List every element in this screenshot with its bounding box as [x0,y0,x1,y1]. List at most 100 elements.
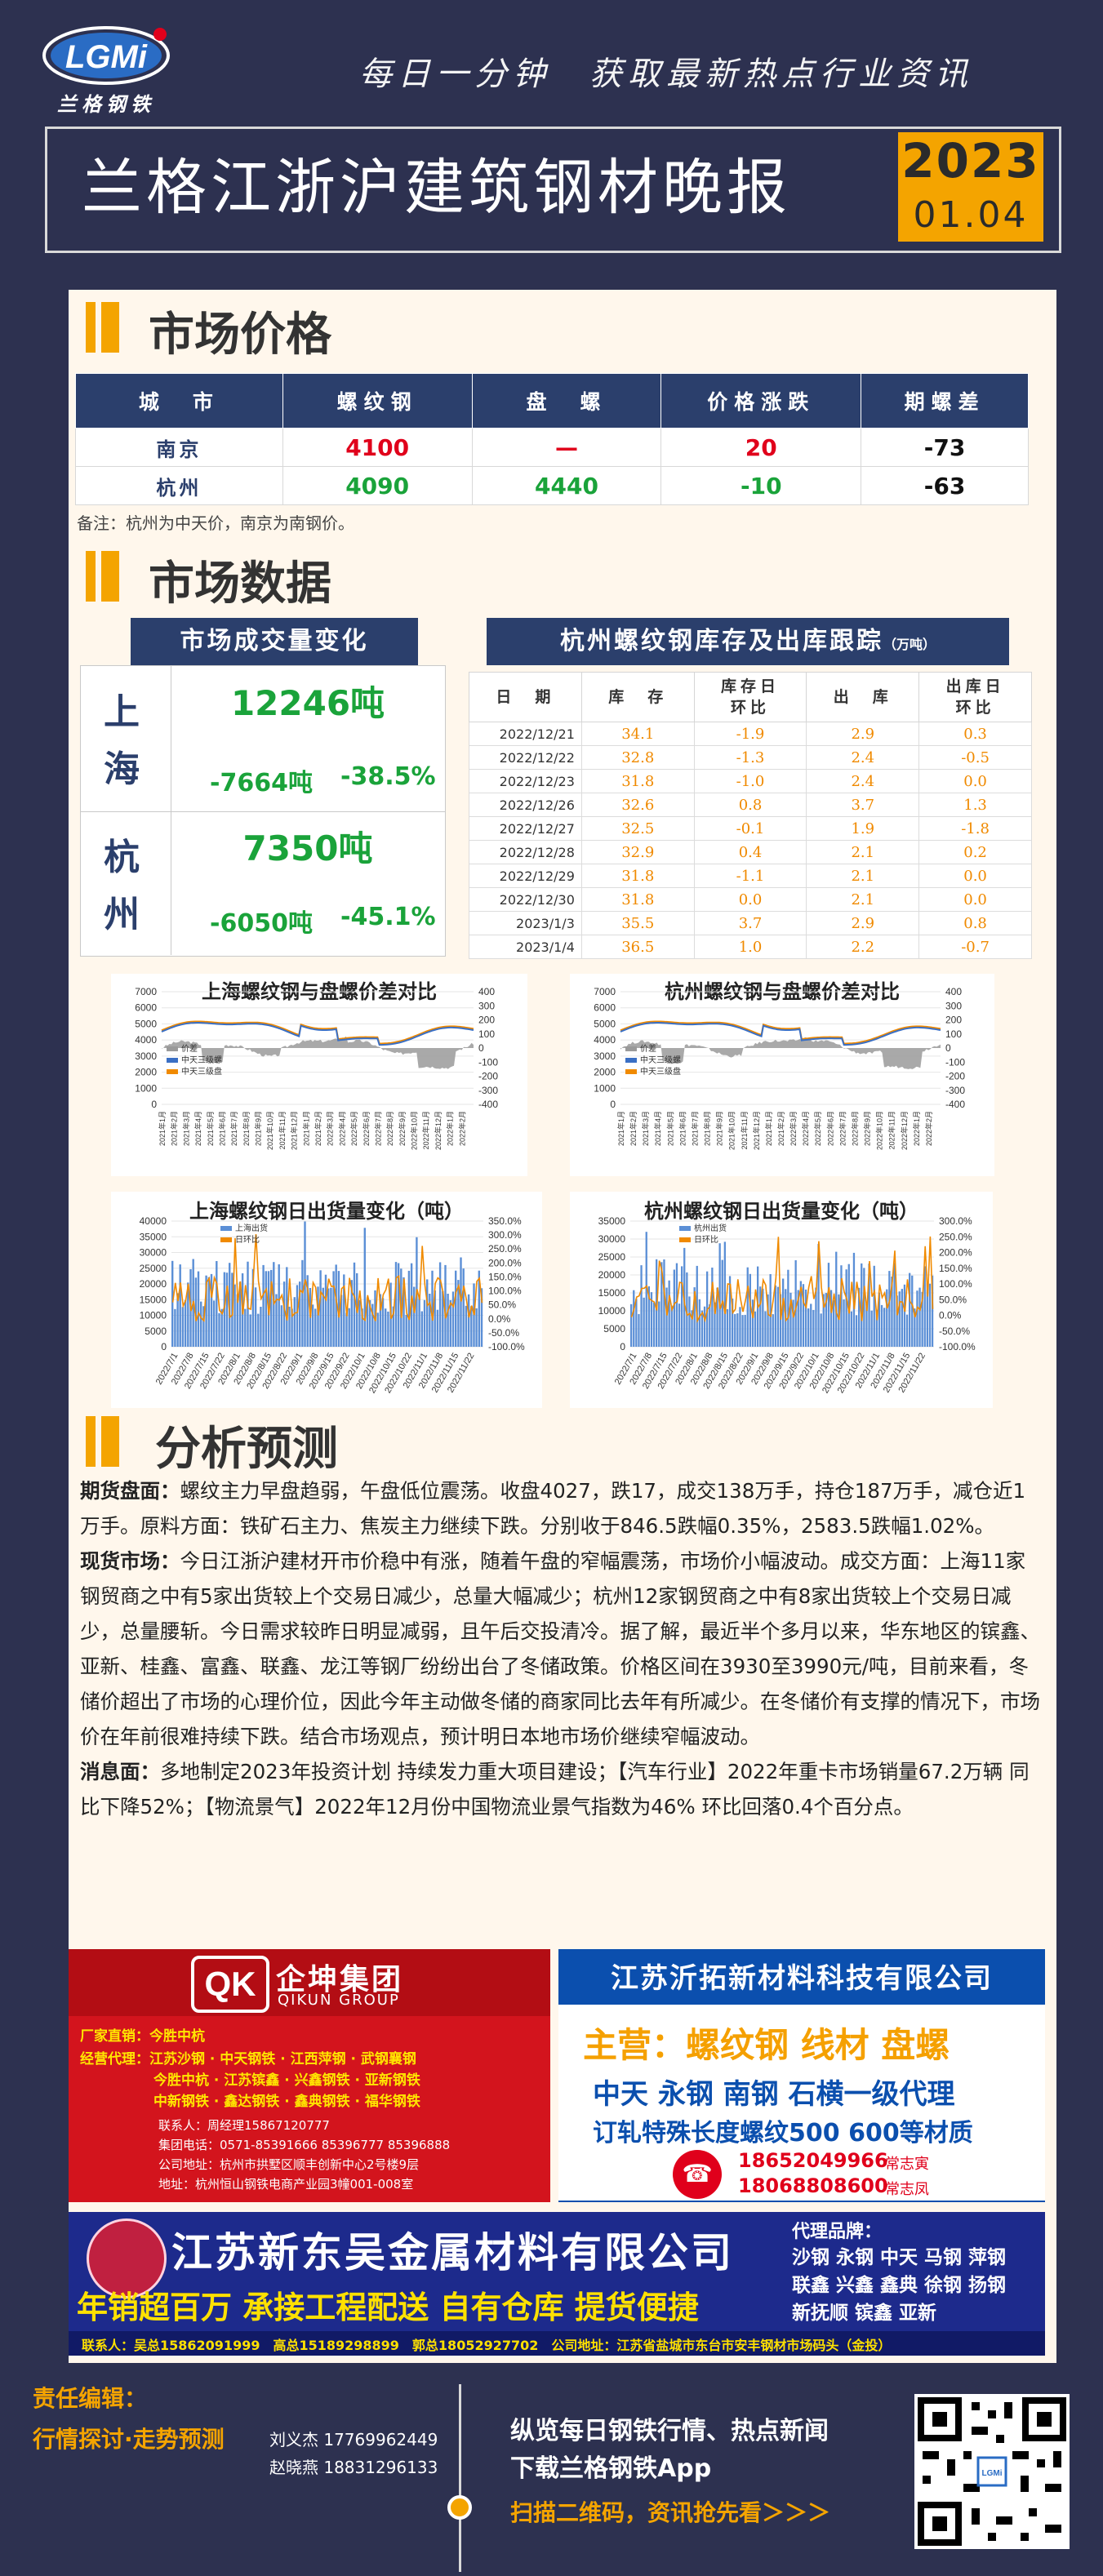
futures-paragraph: 期货盘面：螺纹主力早盘趋弱，午盘低位震荡。收盘4027，跌17，成交138万手，… [80,1473,1043,1543]
tick-label: 300 [945,1000,962,1011]
row-stock-dod: -0.1 [693,816,807,841]
bar [673,1269,675,1347]
table-row: 2023/1/4 36.5 1.0 2.2 -0.7 [469,935,1032,959]
ad-yituo[interactable]: 江苏沂拓新材料科技有限公司 主营：螺纹钢 线材 盘螺 中天 永钢 南钢 石横一级… [558,1949,1045,2202]
bar [769,1274,772,1347]
bar [361,1308,363,1347]
bar [260,1307,262,1347]
row-stock-dod: -1.3 [693,745,807,770]
bar [820,1313,822,1347]
yituo-phone-1: 18652049966 [738,2149,888,2172]
bar [278,1264,280,1347]
volume-pct: -38.5% [340,762,436,791]
coil-price: — [471,428,662,467]
section-marker [86,1416,96,1467]
tick-label: 5000 [594,1018,616,1029]
bar [734,1314,736,1347]
rebar-price: 4100 [282,428,473,467]
bar [332,1271,335,1347]
tick-label: 0 [478,1042,484,1054]
bar [293,1297,296,1347]
x-tick-label: 2021年5月 [665,1111,674,1146]
tick-label: -100.0% [488,1341,525,1352]
bar [236,1294,238,1347]
spot-paragraph: 现货市场：今日江浙沪建材开市价稳中有涨，随着午盘的窄幅震荡，市场价小幅波动。成交… [80,1543,1043,1754]
tick-label: 150.0% [488,1271,522,1282]
x-tick-label: 2022年10月 [875,1111,884,1150]
tick-label: 25000 [598,1251,626,1263]
bar [229,1263,231,1347]
tick-label: 2000 [135,1067,157,1078]
tick-label: 0 [161,1341,167,1352]
bar [434,1290,436,1347]
table-row: 2022/12/30 31.8 0.0 2.1 0.0 [469,887,1032,912]
tick-label: 100.0% [939,1278,972,1290]
col-header-stock: 库 存 [580,672,695,722]
series-line-rebar [161,1020,474,1045]
legend-label: 中天三级螺 [181,1055,222,1065]
ad-xindongwu[interactable]: 江苏新东吴金属材料有限公司 年销超百万 承接工程配送 自有仓库 提货便捷 代理品… [69,2212,1045,2356]
tick-label: 20000 [140,1278,167,1290]
x-tick-label: 2022年1月 [446,1111,455,1146]
tick-label: 15000 [598,1287,626,1299]
tick-label: 0.0% [488,1313,511,1325]
editor-2: 赵晓燕 18831296133 [269,2458,438,2477]
bar [916,1290,918,1347]
date-badge: 2023 01.04 [898,132,1043,242]
bar [792,1299,794,1347]
bar [888,1271,891,1347]
volume-value: 7350吨 [242,828,373,868]
tick-label: 400 [945,986,962,997]
bar [438,1262,442,1347]
bar [850,1311,852,1347]
bar [696,1265,698,1347]
bar [810,1304,812,1347]
col-header-outbound: 出 库 [806,672,920,722]
bar [670,1305,673,1347]
bar [863,1268,865,1347]
bar [891,1277,893,1347]
x-tick-label: 2021年10月 [265,1111,274,1150]
x-tick-label: 2021年11月 [740,1111,749,1149]
legend-label: 中天三级盘 [640,1066,681,1077]
bar [407,1270,411,1347]
tick-label: 0 [151,1099,157,1110]
bar [709,1304,711,1347]
bar [444,1264,447,1347]
news-text: 多地制定2023年投资计划 持续发力重大项目建设；【汽车行业】2022年重卡市场… [80,1760,1030,1819]
table-row: 2022/12/28 32.9 0.4 2.1 0.2 [469,840,1032,864]
section-title-data: 市场数据 [149,557,331,611]
legend-label: 价差 [640,1043,656,1054]
x-tick-label: 2022年5月 [349,1111,358,1146]
bar [462,1268,465,1347]
ad-qikun[interactable]: QK 企坤集团 QIKUN GROUP 厂家直销：今胜中杭 经营代理：江苏沙钢 … [69,1949,550,2202]
row-stock: 34.1 [580,722,695,746]
tick-label: -100 [945,1056,965,1068]
x-tick-label: 2021年4月 [193,1111,202,1146]
tick-label: 5000 [145,1326,167,1337]
bar [436,1309,439,1347]
row-outbound: 3.7 [806,793,920,817]
section-marker [86,302,96,353]
qr-code-icon[interactable]: LGMi [914,2394,1070,2549]
bar [296,1285,299,1347]
rebar-price: 4090 [282,466,473,505]
bar [638,1313,640,1347]
bar [782,1278,785,1347]
brands-line-3: 新抚顺 镔鑫 亚新 [792,2303,937,2324]
tick-label: 50.0% [939,1294,967,1305]
bar [726,1308,729,1347]
bar [207,1277,210,1347]
row-outbound-dod: -1.8 [918,816,1032,841]
bar [754,1311,757,1347]
bar [883,1308,886,1347]
bar [817,1244,820,1347]
chart-canvas: 35000 30000 25000 20000 15000 10000 5000 0 300.0… [598,1215,976,1395]
x-tick-label: 2021年2月 [776,1111,785,1146]
tick-label: 400 [478,986,495,997]
bar [218,1312,220,1347]
table-row: 2022/12/22 32.8 -1.3 2.4 -0.5 [469,745,1032,770]
row-outbound: 2.9 [806,722,920,746]
bar [363,1228,366,1347]
x-tick-label: 2021年10月 [727,1111,736,1150]
